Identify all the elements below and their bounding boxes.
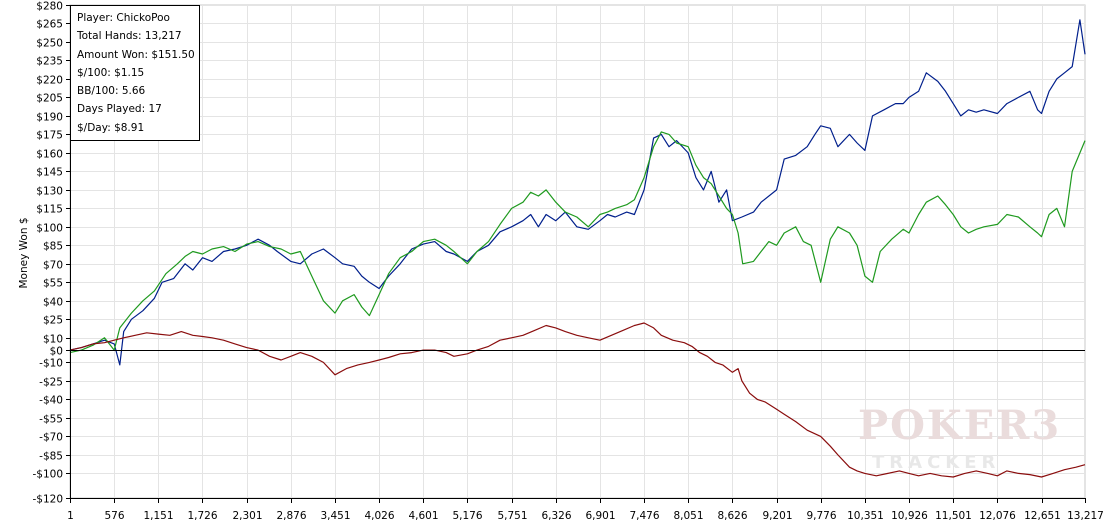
y-tick-label: $250 xyxy=(36,38,63,50)
x-tick-label: 4,601 xyxy=(408,510,438,522)
x-tick-label: 12,651 xyxy=(1024,510,1061,522)
series-line-3 xyxy=(69,322,1086,478)
bb-per-100: BB/100: 5.66 xyxy=(77,85,146,98)
y-tick-label: $220 xyxy=(36,75,63,87)
days-played: Days Played: 17 xyxy=(77,103,162,116)
axes xyxy=(66,5,1086,503)
x-tick-label: 1,151 xyxy=(143,510,173,522)
y-tick-label: $280 xyxy=(36,1,63,13)
x-tick-label: 6,326 xyxy=(541,510,571,522)
dollars-per-100: $/100: $1.15 xyxy=(77,66,145,79)
y-tick-label: $0 xyxy=(50,346,63,358)
y-tick-label: $190 xyxy=(36,112,63,124)
x-tick-label: 2,876 xyxy=(276,510,306,522)
x-tick-label: 9,201 xyxy=(762,510,792,522)
x-tick-label: 9,776 xyxy=(806,510,836,522)
x-tick-label: 8,626 xyxy=(717,510,747,522)
y-tick-labels: $280 $265 $250 $235 $220 $205 $190 $175 $160 $145… xyxy=(32,1,63,506)
series-lines xyxy=(69,19,1086,478)
y-tick-label: $115 xyxy=(36,204,63,216)
stats-panel: Player: ChickoPoo Total Hands: 13,217 Am… xyxy=(70,5,200,141)
y-tick-label: $40 xyxy=(43,297,63,309)
y-tick-label: -$10 xyxy=(39,358,63,370)
y-tick-label: $265 xyxy=(36,19,63,31)
x-tick-label: 10,926 xyxy=(891,510,928,522)
x-tick-label: 5,751 xyxy=(497,510,527,522)
y-axis-label: Money Won $ xyxy=(18,217,30,288)
x-tick-labels: 1 576 1,151 1,726 2,301 2,876 3,451 4,026 4,601 5… xyxy=(67,510,1104,522)
x-tick-label: 8,051 xyxy=(673,510,703,522)
x-tick-label: 1 xyxy=(67,510,74,522)
dollars-per-day: $/Day: $8.91 xyxy=(77,121,145,134)
x-tick-label: 4,026 xyxy=(364,510,394,522)
x-tick-label: 11,501 xyxy=(935,510,972,522)
y-tick-label: -$120 xyxy=(32,494,63,506)
x-tick-label: 2,301 xyxy=(232,510,262,522)
x-tick-label: 6,901 xyxy=(585,510,615,522)
y-tick-label: $70 xyxy=(43,260,63,272)
poker-tracker-watermark: POKER3 TRACKER xyxy=(858,402,1093,482)
watermark-subtitle: TRACKER xyxy=(872,452,1001,473)
plot-area xyxy=(69,4,1086,499)
y-tick-label: $160 xyxy=(36,149,63,161)
x-tick-label: 3,451 xyxy=(320,510,350,522)
y-tick-label: $25 xyxy=(43,315,63,327)
y-tick-label: $85 xyxy=(43,241,63,253)
x-tick-label: 5,176 xyxy=(452,510,482,522)
player-name: Player: ChickoPoo xyxy=(77,12,170,24)
y-tick-label: $235 xyxy=(36,56,63,68)
watermark-logo: POKER3 xyxy=(858,402,1062,449)
y-tick-label: -$85 xyxy=(39,451,63,463)
x-tick-label: 7,476 xyxy=(629,510,659,522)
series-line-2 xyxy=(69,131,1086,354)
y-tick-label: -$25 xyxy=(39,377,63,389)
y-tick-label: $100 xyxy=(36,223,63,235)
y-tick-label: -$55 xyxy=(39,414,63,426)
total-hands: Total Hands: 13,217 xyxy=(77,30,182,43)
grid xyxy=(69,4,1086,499)
y-tick-label: $55 xyxy=(43,278,63,290)
x-tick-label: 10,351 xyxy=(847,510,884,522)
y-tick-label: $175 xyxy=(36,130,63,142)
y-tick-label: $145 xyxy=(36,167,63,179)
x-tick-label: 1,726 xyxy=(187,510,217,522)
y-tick-label: -$40 xyxy=(39,395,63,407)
x-tick-label: 12,076 xyxy=(979,510,1016,522)
y-tick-label: -$100 xyxy=(32,469,63,481)
amount-won: Amount Won: $151.50 xyxy=(77,48,195,61)
y-tick-label: $10 xyxy=(43,334,63,346)
x-tick-label: 13,217 xyxy=(1067,510,1104,522)
y-tick-label: $205 xyxy=(36,93,63,105)
y-tick-label: -$70 xyxy=(39,432,63,444)
y-tick-label: $130 xyxy=(36,186,63,198)
series-line-1 xyxy=(69,19,1086,366)
x-tick-label: 576 xyxy=(104,510,124,522)
